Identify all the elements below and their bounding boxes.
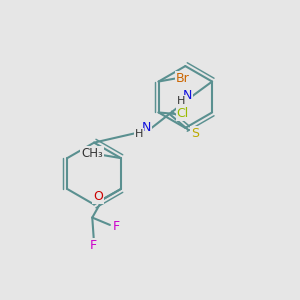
Text: H: H — [176, 96, 185, 106]
Text: Cl: Cl — [177, 107, 189, 120]
Text: O: O — [93, 190, 103, 203]
Text: S: S — [191, 127, 199, 140]
Text: H: H — [135, 129, 144, 139]
Text: N: N — [142, 121, 151, 134]
Text: CH₃: CH₃ — [81, 147, 103, 160]
Text: F: F — [90, 239, 97, 252]
Text: F: F — [112, 220, 119, 233]
Text: Br: Br — [176, 71, 190, 85]
Text: N: N — [183, 89, 192, 102]
